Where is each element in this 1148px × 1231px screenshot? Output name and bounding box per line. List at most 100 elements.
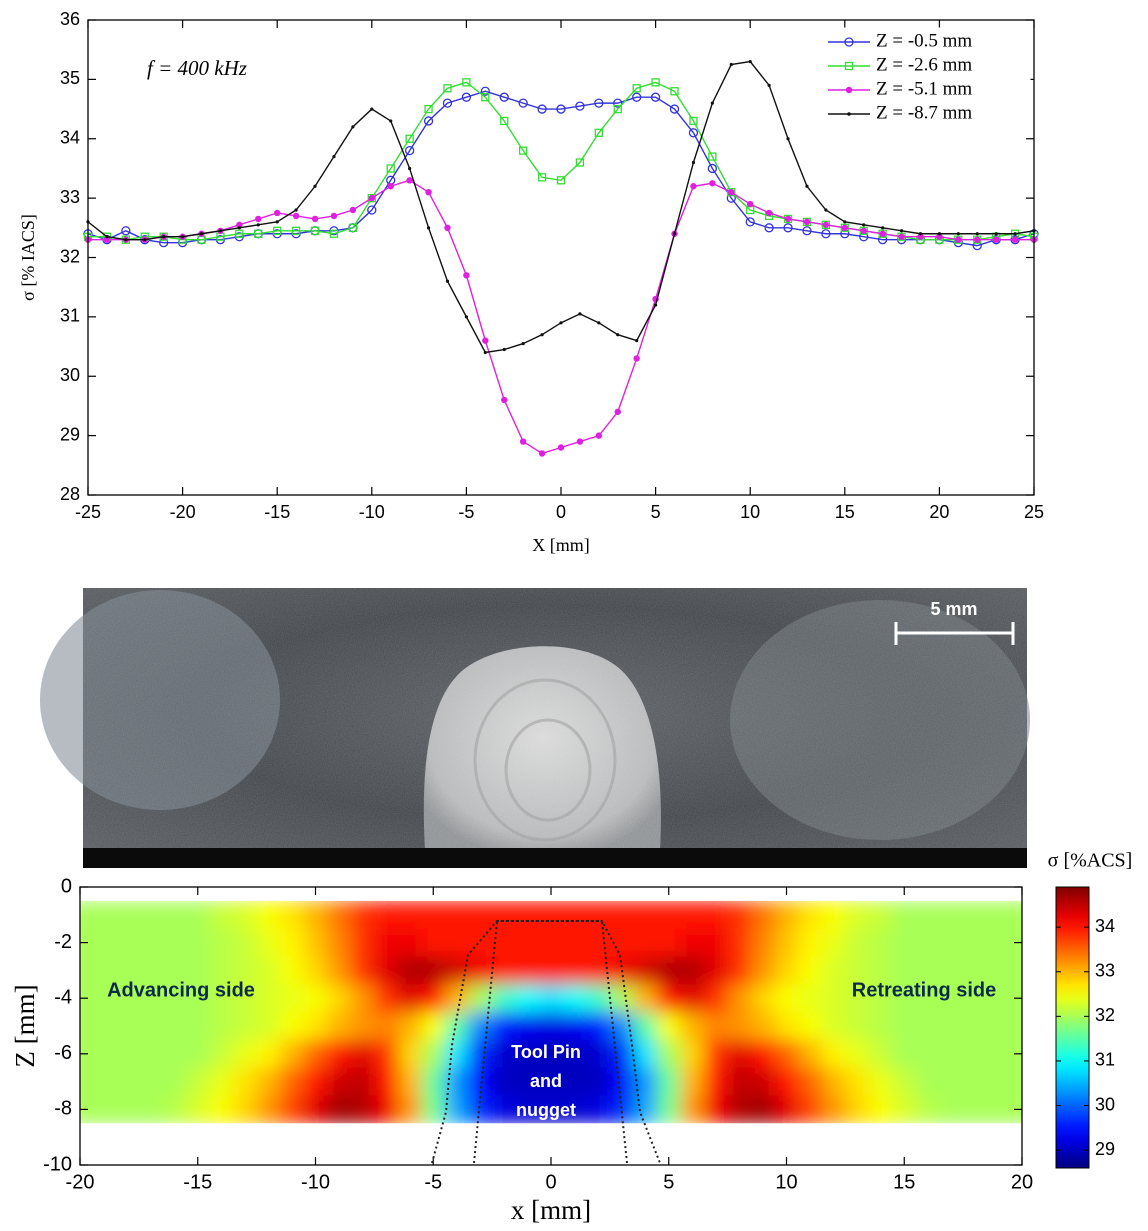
y-tick-label: 29	[60, 424, 80, 444]
heat-cell	[916, 984, 941, 1013]
y-tick-label: 31	[60, 306, 80, 326]
marker	[767, 83, 771, 87]
heat-cell	[280, 928, 305, 958]
marker	[650, 92, 661, 102]
heat-cell	[774, 1012, 799, 1041]
legend-marker	[847, 112, 851, 116]
heat-cell	[91, 1012, 116, 1041]
legend-marker	[845, 86, 853, 94]
marker	[955, 236, 962, 243]
marker	[443, 84, 452, 93]
marker	[162, 235, 166, 239]
heat-cell	[704, 1039, 729, 1069]
heat-cell	[539, 1067, 564, 1097]
heat-cell	[562, 1095, 587, 1124]
marker	[483, 350, 487, 355]
y-tick-label: -4	[54, 986, 72, 1008]
heat-cell	[421, 1095, 446, 1124]
heat-cell	[374, 984, 399, 1013]
heat-cell	[892, 984, 917, 1013]
legend-label: Z = -2.6 mm	[876, 54, 972, 75]
marker	[256, 223, 260, 227]
x-tick-label: 10	[775, 1171, 797, 1193]
tool-pin-outline	[473, 920, 628, 1164]
heat-cell	[892, 1039, 917, 1069]
heat-cell	[821, 956, 846, 985]
heat-cell	[774, 900, 799, 930]
heat-cell	[138, 900, 164, 930]
heat-cell	[492, 984, 517, 1013]
marker	[862, 223, 866, 227]
y-tick-label: 28	[60, 484, 80, 504]
marker	[898, 233, 905, 240]
heat-cell	[656, 984, 682, 1013]
heat-cell	[845, 1039, 870, 1069]
heat-cell	[327, 1095, 352, 1124]
x-tick-label: 5	[663, 1171, 674, 1193]
heat-cell	[586, 1012, 611, 1041]
heat-cell	[209, 956, 234, 985]
y-tick-label: -8	[54, 1098, 72, 1120]
marker	[387, 183, 394, 190]
heat-cell	[868, 1012, 894, 1041]
legend: Z = -0.5 mm Z = -2.6 mm Z = -5.1 mm Z = -8.…	[823, 27, 1031, 127]
marker	[218, 229, 223, 233]
heat-cell	[445, 928, 470, 958]
map-annotations: Advancing side Retreating side Tool Pin …	[107, 920, 996, 1164]
marker	[313, 184, 317, 188]
heatmap	[80, 900, 1022, 1124]
x-tick-label: -10	[359, 502, 385, 522]
heat-cell	[233, 1095, 258, 1124]
heat-cell	[656, 1095, 682, 1124]
marker	[633, 355, 640, 362]
marker	[367, 205, 377, 215]
heat-cell	[939, 1067, 964, 1097]
heat-cell	[374, 956, 399, 985]
heat-cell	[256, 900, 281, 930]
heat-cell	[515, 900, 540, 930]
marker	[860, 227, 867, 234]
marker	[537, 104, 547, 114]
marker	[255, 215, 262, 223]
heat-cell	[963, 1012, 988, 1041]
heat-cell	[185, 900, 211, 930]
heat-cell	[633, 900, 658, 930]
heat-cell	[421, 1012, 446, 1041]
heat-cell	[798, 1039, 823, 1069]
heat-cell	[350, 928, 375, 958]
heat-cell	[916, 1039, 941, 1069]
heat-cell	[162, 900, 187, 930]
heat-cell	[374, 1039, 399, 1069]
heat-cell	[821, 984, 846, 1013]
heat-cell	[1010, 1012, 1022, 1041]
marker	[124, 238, 128, 242]
heat-cell	[162, 1095, 187, 1124]
heat-cell	[963, 1039, 988, 1069]
marker	[348, 223, 358, 232]
heat-cell	[397, 1095, 423, 1124]
heat-cell	[751, 900, 776, 930]
marker	[974, 236, 981, 243]
heat-cell	[350, 956, 375, 985]
heat-cell	[91, 1039, 116, 1069]
marker	[481, 93, 490, 102]
heat-cell	[209, 1012, 234, 1041]
heat-cell	[986, 1039, 1011, 1069]
heat-cell	[162, 1039, 187, 1069]
y-tick-label: 30	[60, 365, 80, 385]
heat-cell	[162, 984, 187, 1013]
marker	[745, 217, 755, 227]
marker	[105, 235, 109, 239]
heat-cell	[327, 1012, 352, 1041]
heat-cell	[727, 1039, 752, 1069]
heat-cell	[821, 1012, 846, 1041]
x-axis-label: X [mm]	[532, 535, 590, 555]
heat-cell	[185, 984, 211, 1013]
heat-cell	[963, 984, 988, 1013]
heat-cell	[492, 1095, 517, 1124]
marker	[710, 101, 714, 105]
heat-cell	[91, 956, 116, 985]
heat-cell	[256, 956, 281, 985]
heat-cell	[515, 984, 540, 1013]
heat-cell	[986, 1067, 1011, 1097]
